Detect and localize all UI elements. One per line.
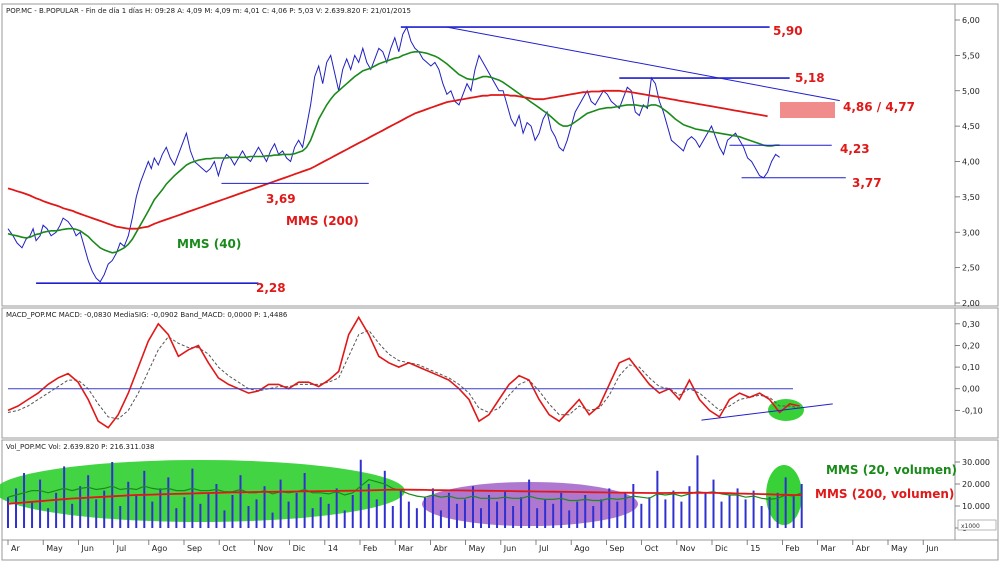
price-trendline: [446, 26, 840, 102]
x-tick-label-8: Dic: [293, 544, 306, 553]
level-lines-group: [8, 26, 846, 421]
vol200-label: MMS (200, volumen): [815, 487, 954, 501]
x-tick-label-18: Oct: [645, 544, 659, 553]
mms200-label: MMS (200): [286, 214, 359, 228]
mms40-line: [7, 51, 780, 254]
price-tick-label-8: 2,00: [962, 299, 980, 308]
x-tick-label-17: Sep: [609, 544, 624, 553]
price-tick-label-6: 3,00: [962, 228, 980, 237]
x-tick-label-19: Nov: [680, 544, 696, 553]
macd-panel-frame: [1, 307, 999, 439]
level-label-518: 5,18: [795, 71, 825, 85]
price-panel-frame: [1, 3, 999, 307]
series-lines-group: [7, 25, 802, 505]
x-tick-label-26: Jun: [925, 544, 939, 553]
macd-tick-label-3: 0,00: [962, 385, 980, 394]
price-line: [7, 25, 780, 283]
x-tick-label-21: 15: [750, 544, 760, 553]
volume-mms200-line: [7, 488, 802, 505]
x-axis-group: Ar May Jun Jul Ago Sep Oct Nov Dic 14 Feb Mar Abr May…: [7, 540, 939, 553]
volume-unit-box: [957, 519, 997, 531]
price-tick-label-4: 4,00: [962, 158, 980, 167]
price-tick-label-7: 2,50: [962, 264, 980, 273]
x-tick-label-1: May: [46, 544, 63, 553]
xaxis-frame: [1, 539, 999, 561]
x-tick-label-11: Mar: [398, 544, 414, 553]
price-tick-label-0: 6,00: [962, 16, 980, 25]
vol20-label: MMS (20, volumen): [826, 463, 957, 477]
level-label-423: 4,23: [840, 142, 870, 156]
x-tick-label-0: Ar: [11, 544, 20, 553]
macd-tick-label-0: 0,30: [962, 320, 980, 329]
macd-tick-label-4: -0,10: [962, 406, 983, 415]
x-tick-label-7: Nov: [257, 544, 273, 553]
level-label-228: 2,28: [256, 281, 286, 295]
volume-unit-label: x1000: [961, 523, 980, 530]
x-tick-label-10: Feb: [363, 544, 377, 553]
level-label-590: 5,90: [773, 24, 803, 38]
macd-header: MACD_POP.MC MACD: -0,0830 MediaSIG: -0,0…: [6, 311, 288, 319]
x-tick-label-23: Mar: [821, 544, 837, 553]
volume-tick-label-0: 30.000: [962, 458, 990, 467]
y-ticks-group: 6,00 5,50 5,00 4,50 4,00 3,50 3,00 2,50 2,00 0,30…: [955, 16, 990, 533]
volume-tick-label-2: 10.000: [962, 502, 990, 511]
price-zone-box: [780, 102, 835, 118]
price-tick-label-1: 5,50: [962, 51, 980, 60]
x-tick-label-13: May: [469, 544, 486, 553]
mms200-line: [7, 89, 768, 230]
macd-tick-label-2: 0,10: [962, 363, 980, 372]
macd-tick-label-1: 0,20: [962, 341, 980, 350]
mms40-label: MMS (40): [177, 237, 241, 251]
x-tick-label-4: Ago: [152, 544, 168, 553]
level-label-377: 3,77: [852, 176, 882, 190]
x-tick-label-22: Feb: [785, 544, 799, 553]
price-header: POP.MC - B.POPULAR - Fin de día 1 días H…: [6, 7, 411, 15]
x-tick-label-24: Abr: [856, 544, 871, 553]
volume-header: Vol_POP.MC Vol: 2.639.820 P: 216.311.038: [6, 443, 154, 451]
price-tick-label-3: 4,50: [962, 122, 980, 131]
x-tick-label-9: 14: [328, 544, 338, 553]
volume-bars-group: [7, 455, 803, 528]
x-tick-label-14: Jun: [503, 544, 517, 553]
x-tick-label-2: Jun: [80, 544, 94, 553]
x-tick-label-5: Sep: [187, 544, 202, 553]
x-tick-label-15: Jul: [538, 544, 549, 553]
x-tick-label-16: Ago: [574, 544, 590, 553]
x-tick-label-6: Oct: [222, 544, 236, 553]
volume-tick-label-1: 20.000: [962, 480, 990, 489]
level-label-486: 4,86 / 4,77: [843, 100, 915, 114]
price-tick-label-2: 5,00: [962, 87, 980, 96]
level-label-369: 3,69: [266, 192, 296, 206]
macd-trendline: [701, 403, 833, 421]
x-tick-label-25: May: [891, 544, 908, 553]
macd-line: [7, 315, 800, 429]
x-tick-label-12: Abr: [433, 544, 448, 553]
x-tick-label-20: Dic: [715, 544, 728, 553]
x-tick-label-3: Jul: [116, 544, 127, 553]
volume-mms20-line: [7, 478, 802, 502]
price-tick-label-5: 3,50: [962, 193, 980, 202]
